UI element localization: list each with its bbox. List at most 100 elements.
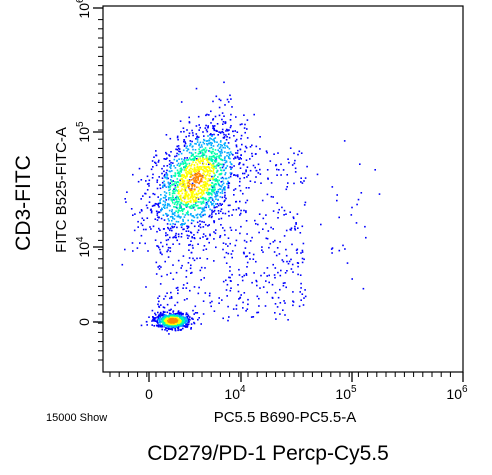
event-dot: [225, 130, 227, 132]
event-dot: [163, 158, 165, 160]
event-dot: [206, 190, 208, 192]
event-dot: [224, 167, 227, 170]
event-dot: [159, 323, 161, 325]
event-dot: [208, 139, 211, 142]
event-dot: [158, 295, 161, 297]
event-dot: [204, 175, 207, 177]
event-dot: [213, 178, 216, 181]
event-dot: [189, 176, 192, 178]
event-dot: [289, 147, 292, 149]
event-dot: [224, 189, 226, 191]
event-dot: [178, 201, 180, 203]
event-dot: [193, 176, 196, 179]
event-dot: [224, 191, 226, 194]
event-dot: [132, 214, 134, 216]
event-dot: [190, 167, 192, 170]
event-dot: [190, 188, 192, 190]
event-dot: [133, 229, 136, 232]
event-dot: [186, 298, 188, 300]
event-dot: [195, 138, 197, 140]
event-dot: [208, 192, 210, 195]
event-dot: [158, 325, 160, 328]
event-dot: [190, 207, 192, 210]
event-dot: [214, 206, 216, 209]
event-dot: [303, 297, 305, 299]
event-dot: [182, 327, 184, 330]
event-dot: [190, 327, 192, 329]
event-dot: [258, 297, 260, 300]
event-dot: [166, 311, 169, 314]
event-dot: [164, 194, 166, 197]
event-dot: [213, 200, 215, 203]
event-dot: [207, 185, 210, 187]
event-dot: [211, 203, 213, 206]
event-dot: [166, 165, 169, 167]
event-dot: [161, 172, 163, 175]
event-dot: [301, 249, 304, 252]
event-dot: [168, 203, 170, 206]
event-dot: [175, 220, 178, 223]
event-dot: [283, 214, 285, 216]
event-dot: [214, 153, 217, 156]
event-dot: [176, 301, 179, 304]
event-dot: [187, 211, 189, 214]
event-dot: [181, 224, 184, 226]
event-dot: [224, 199, 226, 202]
event-dot: [177, 181, 180, 184]
event-dot: [220, 144, 222, 146]
event-dot: [294, 159, 296, 162]
event-dot: [189, 213, 192, 216]
event-dot: [276, 168, 278, 171]
event-dot: [257, 172, 260, 174]
event-dot: [161, 177, 164, 179]
event-dot: [202, 196, 204, 199]
event-dot: [299, 291, 301, 293]
event-dot: [179, 317, 181, 320]
event-dot: [285, 286, 287, 289]
event-dot: [194, 171, 196, 174]
event-dot: [188, 135, 190, 137]
event-dot: [191, 236, 193, 238]
event-dot: [272, 228, 274, 230]
event-dot: [186, 150, 188, 152]
event-dot: [136, 247, 139, 249]
event-dot: [249, 169, 252, 172]
event-dot: [199, 146, 201, 149]
event-dot: [302, 242, 305, 245]
event-dot: [194, 157, 196, 160]
event-dot: [202, 183, 205, 186]
event-dot: [266, 169, 269, 171]
event-dot: [205, 192, 208, 194]
event-dot: [125, 201, 127, 203]
event-dot: [222, 123, 224, 125]
event-dot: [291, 164, 294, 166]
event-dot: [169, 182, 171, 184]
event-dot: [212, 185, 215, 187]
event-dot: [174, 329, 177, 331]
event-dot: [160, 304, 162, 306]
event-dot: [186, 227, 189, 230]
event-dot: [222, 317, 224, 320]
event-dot: [187, 219, 189, 222]
event-dot: [195, 170, 198, 173]
event-dot: [170, 151, 172, 153]
event-dot: [243, 239, 246, 242]
event-dot: [171, 170, 173, 172]
event-dot: [245, 241, 248, 243]
event-dot: [297, 262, 300, 264]
event-dot: [250, 316, 253, 318]
event-dot: [158, 159, 160, 162]
event-dot: [210, 185, 213, 187]
event-dot: [137, 180, 140, 183]
event-dot: [296, 248, 299, 251]
event-dot: [288, 161, 290, 164]
event-dot: [273, 153, 275, 155]
event-dot: [180, 267, 182, 269]
event-dot: [162, 314, 164, 317]
event-dot: [227, 237, 230, 239]
event-dot: [226, 145, 228, 147]
event-dot: [258, 231, 260, 234]
event-dot: [184, 141, 186, 143]
event-dot: [174, 214, 176, 217]
event-dot: [285, 188, 288, 191]
